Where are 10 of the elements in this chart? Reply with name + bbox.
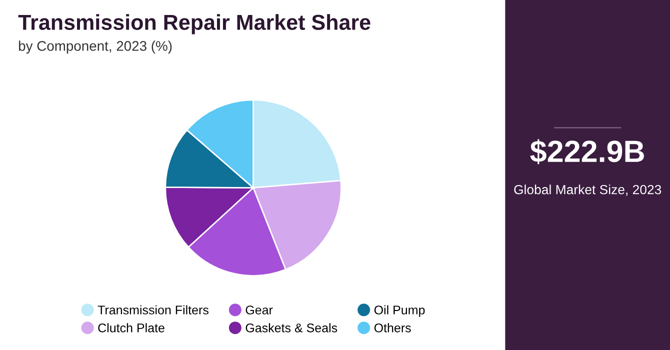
- legend-label: Gear: [246, 306, 273, 314]
- text: Global Market Size, 2023: [514, 184, 662, 196]
- legend-label: Oil Pump: [374, 305, 425, 317]
- legend-label: Gaskets & Seals: [246, 323, 338, 332]
- legend-label: Others: [374, 323, 411, 332]
- chart-subtitle: by Component, 2023 (%): [18, 40, 172, 54]
- legend-label: Clutch Plate: [98, 323, 164, 332]
- text: $222.9B: [530, 139, 644, 164]
- chart-title: Transmission Repair Market Share: [18, 14, 370, 34]
- legend-label: Transmission Filters: [98, 305, 208, 314]
